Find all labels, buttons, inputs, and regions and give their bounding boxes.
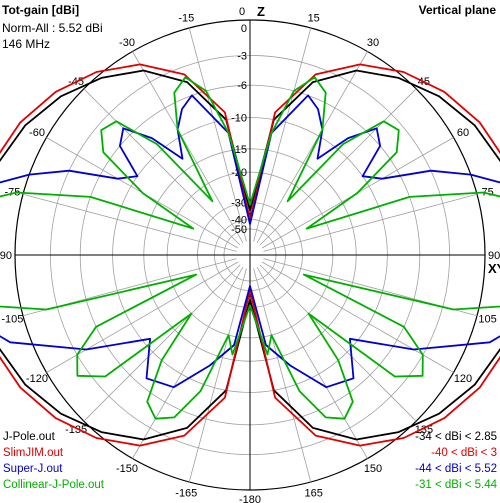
plane-label: Vertical plane xyxy=(418,3,496,17)
grid-spoke xyxy=(188,27,247,242)
legend-range: -40 < dBi < 3 xyxy=(431,447,497,459)
angle-tick-label: 15 xyxy=(308,12,320,24)
angle-tick-label: -105 xyxy=(1,314,23,326)
angle-tick-label: -135 xyxy=(65,424,87,436)
angle-tick-label: 60 xyxy=(457,127,469,139)
grid-spoke xyxy=(256,51,368,244)
chart-title: Tot-gain [dBi] xyxy=(2,3,80,17)
grid-spoke xyxy=(261,261,454,373)
series-line-1 xyxy=(0,69,500,441)
axis-label-xy: XY xyxy=(488,261,500,276)
angle-tick-label: -150 xyxy=(116,463,138,475)
radial-tick-label: -50 xyxy=(231,224,247,236)
angle-tick-label: 135 xyxy=(415,424,433,436)
grid-spoke xyxy=(46,261,239,373)
grid-spoke xyxy=(253,268,312,483)
axis-label-z: Z xyxy=(257,4,265,19)
angle-tick-label: -165 xyxy=(175,488,197,500)
angle-tick-labels: 0-15-30-45-60-75-90-105-120-135-150-165-… xyxy=(0,4,500,503)
radial-tick-label: -40 xyxy=(231,215,247,227)
polar-grid xyxy=(14,19,486,491)
grid-spoke xyxy=(263,193,478,252)
grid-spoke xyxy=(132,266,244,459)
legend-name: J-Pole.out xyxy=(3,431,56,443)
grid-spoke xyxy=(132,51,244,244)
normalization-label: Norm-All : 5.52 dBi xyxy=(2,21,103,35)
grid-spoke xyxy=(83,88,241,246)
angle-tick-label: 150 xyxy=(364,463,382,475)
legend: J-Pole.out -34 < dBi < 2.85 SlimJIM.out -40… xyxy=(3,431,498,491)
pattern-series xyxy=(0,63,500,447)
angle-tick-label: 165 xyxy=(305,488,323,500)
angle-tick-label: 120 xyxy=(454,373,472,385)
series-line-4 xyxy=(0,76,500,420)
legend-name: Collinear-J-Pole.out xyxy=(3,479,105,491)
legend-range: -44 < dBi < 5.52 xyxy=(415,463,497,475)
grid-spoke xyxy=(259,88,417,246)
series-line-2 xyxy=(0,63,500,447)
angle-tick-label: -15 xyxy=(178,12,194,24)
legend-range: -34 < dBi < 2.85 xyxy=(415,431,497,443)
series-line-3 xyxy=(0,94,500,389)
angle-tick-label: 105 xyxy=(478,314,496,326)
frequency-label: 146 MHz xyxy=(2,37,51,51)
angle-tick-label: -180 xyxy=(239,494,261,503)
grid-spoke xyxy=(259,264,417,422)
angle-tick-label: -120 xyxy=(26,373,48,385)
legend-name: Super-J.out xyxy=(3,463,63,475)
radial-tick-label: -30 xyxy=(231,198,247,210)
grid-spoke xyxy=(188,268,247,483)
radial-tick-label: -3 xyxy=(237,50,247,62)
angle-tick-label: 30 xyxy=(367,37,379,49)
angle-tick-label: -30 xyxy=(119,37,135,49)
angle-tick-label: 90 xyxy=(488,250,500,262)
grid-spoke xyxy=(256,266,368,459)
radial-tick-label: 0 xyxy=(241,23,247,35)
angle-tick-label: -60 xyxy=(29,127,45,139)
angle-tick-label: -90 xyxy=(0,250,12,262)
angle-tick-label: 0 xyxy=(239,6,245,18)
grid-spoke xyxy=(253,27,312,242)
angle-tick-label: 75 xyxy=(481,186,493,198)
radial-tick-label: -10 xyxy=(231,113,247,125)
legend-range: -31 < dBi < 5.44 xyxy=(415,479,497,491)
legend-name: SlimJIM.out xyxy=(3,447,64,459)
grid-spoke xyxy=(83,264,241,422)
grid-spoke xyxy=(22,193,237,252)
radial-tick-label: -6 xyxy=(237,80,247,92)
